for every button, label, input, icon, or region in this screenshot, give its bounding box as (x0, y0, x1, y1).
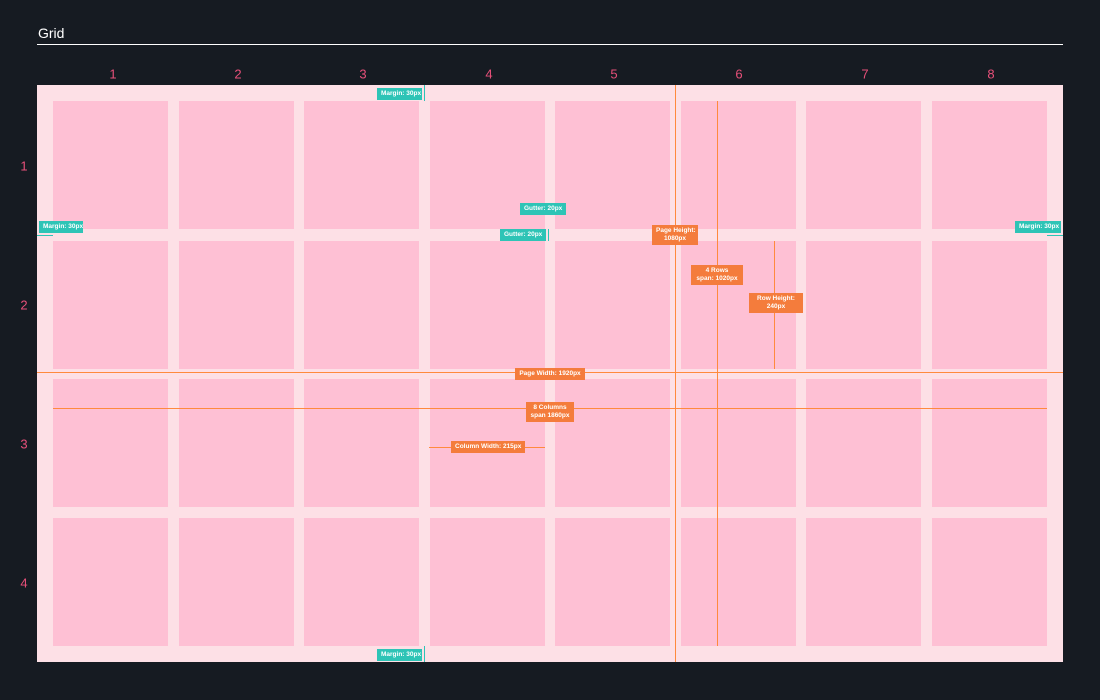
grid-cell (806, 379, 921, 507)
row-number: 3 (20, 436, 28, 452)
row-number: 4 (20, 575, 28, 591)
grid-cell (555, 101, 670, 229)
grid-cell (179, 101, 294, 229)
margin-bottom-tick (424, 646, 425, 662)
row-number: 1 (20, 158, 28, 174)
grid-cell (430, 241, 545, 369)
grid-cell (179, 241, 294, 369)
page-height-label-line2: 1080px (663, 235, 687, 242)
gutter-vertical-label: Gutter: 20px (520, 203, 566, 215)
grid-cell (806, 101, 921, 229)
margin-left-label: Margin: 30px (39, 221, 83, 233)
row-height-label: Row Height: 240px (749, 293, 803, 313)
page-width-label: Page Width: 1920px (515, 368, 585, 380)
grid-cell (932, 518, 1047, 646)
column-number: 1 (109, 66, 117, 82)
grid-cell (806, 518, 921, 646)
gutter-vertical-tick (548, 229, 549, 241)
grid-cell (932, 379, 1047, 507)
grid-cell (932, 241, 1047, 369)
column-number: 3 (359, 66, 367, 82)
margin-right-label: Margin: 30px (1015, 221, 1061, 233)
grid-cell (681, 518, 796, 646)
grid-cell (681, 379, 796, 507)
grid-cell (430, 518, 545, 646)
row-height-label-line2: 240px (766, 303, 786, 310)
rows-span-label-line2: span: 1020px (696, 275, 738, 282)
column-number: 6 (735, 66, 743, 82)
grid-cell (179, 518, 294, 646)
grid-cell (304, 379, 419, 507)
grid-cell (53, 241, 168, 369)
column-width-label: Column Width: 215px (451, 441, 525, 453)
grid-cell (304, 101, 419, 229)
grid-cell (555, 379, 670, 507)
margin-left-tick (37, 235, 53, 236)
rows-span-label-line1: 4 Rows (705, 267, 729, 274)
grid-cell (932, 101, 1047, 229)
column-number: 7 (861, 66, 869, 82)
margin-bottom-label: Margin: 30px (377, 649, 422, 661)
rows-span-label: 4 Rows span: 1020px (691, 265, 743, 285)
grid-cell (304, 241, 419, 369)
gutter-horizontal-label: Gutter: 20px (500, 229, 546, 241)
columns-span-label-line2: span 1860px (530, 412, 570, 419)
grid-cell (806, 241, 921, 369)
grid-cell (53, 101, 168, 229)
page-height-label: Page Height: 1080px (652, 225, 698, 245)
page-title: Grid (38, 25, 65, 41)
rows-span-line (717, 101, 718, 646)
page-height-label-line1: Page Height: (656, 227, 696, 234)
row-height-label-line1: Row Height: (757, 295, 795, 302)
column-number: 5 (610, 66, 618, 82)
grid-cell (555, 241, 670, 369)
column-number: 4 (485, 66, 493, 82)
grid-cell (53, 518, 168, 646)
grid-canvas: Margin: 30px Margin: 30px Margin: 30px M… (37, 85, 1063, 662)
column-number: 2 (234, 66, 242, 82)
page-height-line (675, 85, 676, 662)
grid-cell (304, 518, 419, 646)
column-number: 8 (987, 66, 995, 82)
margin-top-label: Margin: 30px (377, 88, 422, 100)
grid-cell (555, 518, 670, 646)
columns-span-label: 8 Columns span 1860px (526, 402, 574, 422)
columns-span-label-line1: 8 Columns (533, 404, 567, 411)
row-number: 2 (20, 297, 28, 313)
grid-cell (681, 101, 796, 229)
grid-cell (53, 379, 168, 507)
title-divider (37, 44, 1063, 45)
margin-right-tick (1047, 235, 1063, 236)
grid-cell (179, 379, 294, 507)
margin-top-tick (424, 85, 425, 101)
